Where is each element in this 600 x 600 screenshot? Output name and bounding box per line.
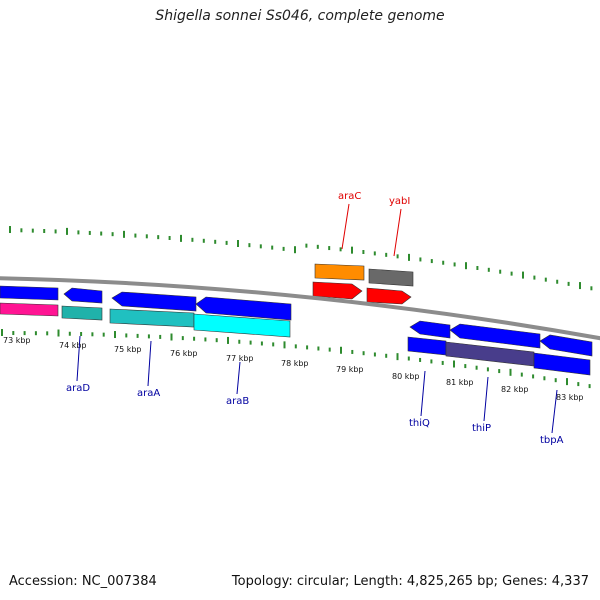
gene-label-araD: araD — [66, 383, 90, 394]
kbp-scale-labels: 73 kbp 74 kbp 75 kbp 76 kbp 77 kbp 78 kbp 79 k… — [3, 336, 584, 402]
araC-top-feature — [314, 263, 365, 281]
scale-label: 75 kbp — [114, 345, 142, 354]
scale-label: 80 kbp — [392, 372, 420, 381]
gene-label-leader — [236, 361, 241, 395]
inner-tick-ring — [1, 329, 591, 389]
scale-label: 79 kbp — [336, 365, 364, 374]
genome-summary-text: Topology: circular; Length: 4,825,265 bp… — [231, 574, 589, 589]
scale-label: 77 kbp — [226, 354, 254, 363]
gene-label-thiQ: thiQ — [409, 418, 430, 429]
accession-text: Accession: NC_007384 — [9, 574, 157, 589]
araA-cds-feature — [111, 291, 197, 312]
gene-label-leader — [483, 376, 489, 422]
gene-label-araC: araC — [338, 191, 361, 202]
feature-tracks — [0, 263, 593, 376]
scale-label: 83 kbp — [556, 393, 584, 402]
gene-label-leader — [393, 208, 402, 257]
scale-label: 78 kbp — [281, 359, 309, 368]
araB-bar-feature — [193, 313, 291, 338]
gene-label-tbpA: tbpA — [540, 435, 564, 446]
araB-cds-feature — [195, 296, 292, 321]
scale-label: 76 kbp — [170, 349, 198, 358]
thiQ-bar-feature — [407, 336, 447, 356]
gene-label-araB: araB — [226, 396, 249, 407]
gene-label-leader — [551, 389, 558, 434]
gene-label-yabI: yabI — [389, 196, 410, 207]
araD-cds-feature — [63, 287, 103, 304]
araA-bar-feature — [109, 308, 195, 328]
thiQ-cds-feature — [409, 320, 451, 339]
f2-feature — [0, 302, 59, 317]
yabI-top-feature — [368, 268, 414, 287]
tbpA-bar-feature — [533, 352, 591, 376]
gene-label-thiP: thiP — [472, 423, 491, 434]
scale-label: 74 kbp — [59, 341, 87, 350]
yabI-cds-feature — [366, 287, 412, 305]
tbpA-cds-feature — [539, 334, 593, 357]
scale-label: 73 kbp — [3, 336, 31, 345]
gene-label-leader — [341, 203, 350, 250]
gene-label-leader — [147, 340, 152, 387]
scale-label: 81 kbp — [446, 378, 474, 387]
scale-label: 82 kbp — [501, 385, 529, 394]
map-title: Shigella sonnei Ss046, complete genome — [155, 8, 445, 24]
araC-cds-feature — [312, 281, 363, 300]
gene-labels: araC yabI araD araA araB thiQ thiP tbpA — [66, 191, 564, 446]
gene-label-leader — [420, 370, 426, 417]
f1-feature — [0, 285, 59, 301]
outer-tick-ring — [9, 226, 593, 291]
genome-backbone — [0, 276, 600, 341]
gene-label-araA: araA — [137, 388, 160, 399]
gene-label-leader — [76, 335, 81, 382]
araD-bar-feature — [61, 305, 103, 321]
